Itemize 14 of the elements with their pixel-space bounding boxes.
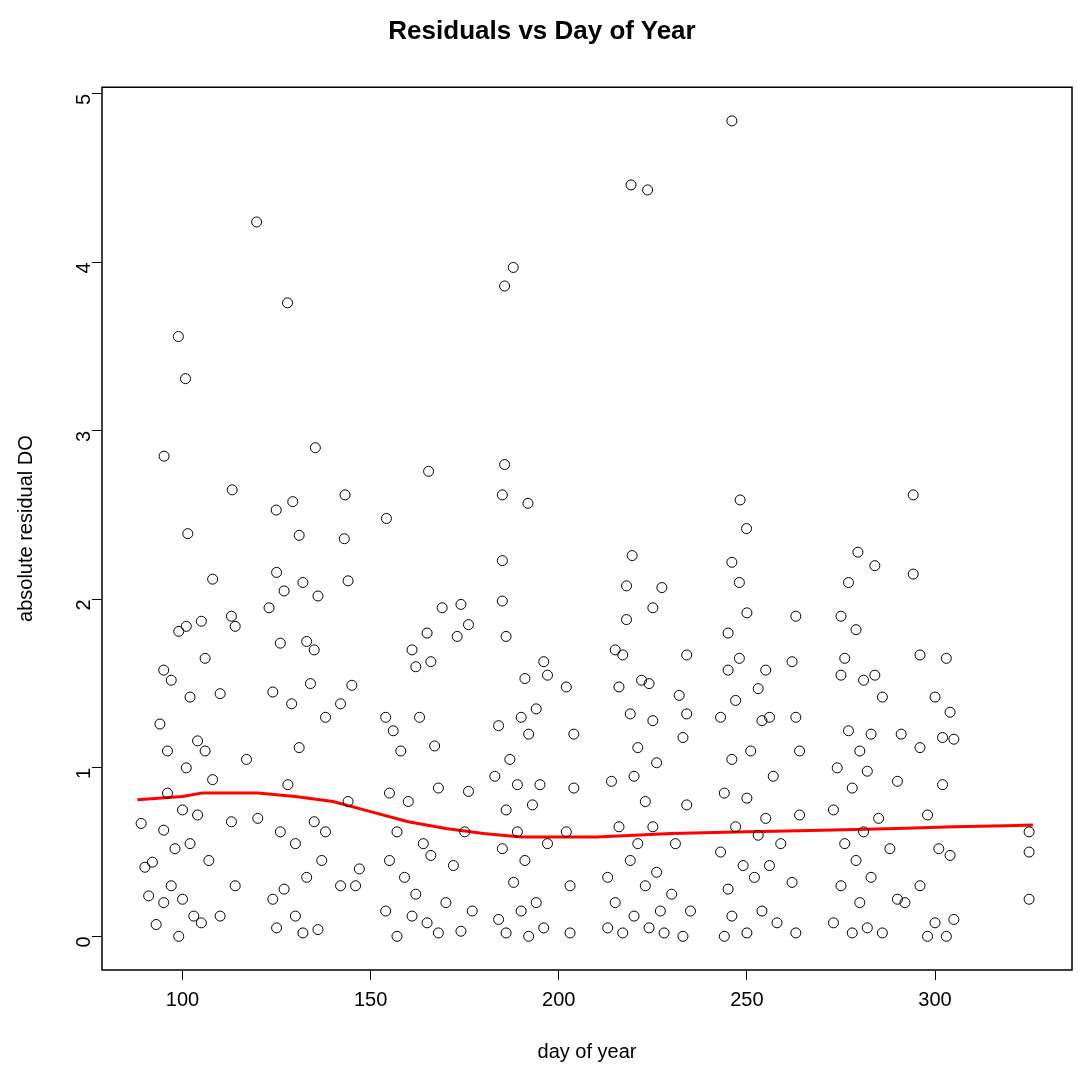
x-tick-label: 100 xyxy=(165,987,200,1010)
y-tick-label: 5 xyxy=(71,93,94,106)
y-axis-title: absolute residual DO xyxy=(13,435,36,622)
chart-title: Residuals vs Day of Year xyxy=(388,14,696,45)
y-tick-label: 3 xyxy=(71,430,94,443)
x-axis-title: day of year xyxy=(537,1039,637,1062)
y-tick-label: 1 xyxy=(71,767,94,779)
y-tick-label: 0 xyxy=(71,936,94,948)
y-tick-label: 2 xyxy=(71,599,94,611)
x-tick-label: 150 xyxy=(353,987,388,1010)
x-tick-label: 250 xyxy=(730,987,764,1010)
y-tick-label: 4 xyxy=(71,262,94,274)
x-tick-label: 300 xyxy=(918,987,952,1010)
x-tick-label: 200 xyxy=(542,987,576,1010)
